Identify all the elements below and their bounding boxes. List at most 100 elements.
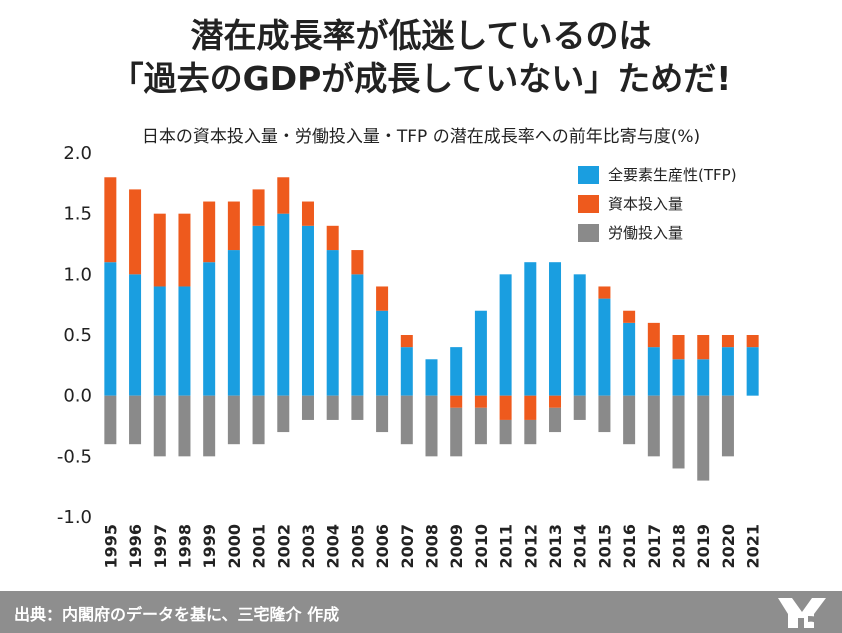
x-tick-label: 2014 bbox=[571, 524, 590, 569]
bar-labor-1995 bbox=[104, 395, 117, 445]
bar-labor-2012 bbox=[524, 419, 537, 445]
bar-labor-2017 bbox=[647, 395, 660, 457]
bar-capital-1996 bbox=[129, 189, 142, 275]
bar-tfp-2012 bbox=[524, 262, 537, 396]
x-tick-label: 2004 bbox=[324, 524, 343, 569]
bar-capital-2003 bbox=[301, 201, 314, 226]
bar-tfp-2014 bbox=[573, 274, 586, 396]
x-tick-label: 2009 bbox=[447, 524, 466, 569]
bar-tfp-2008 bbox=[425, 359, 438, 396]
legend-item-capital: 資本投入量 bbox=[578, 189, 737, 218]
x-tick-label: 2010 bbox=[472, 524, 491, 569]
y-tick-label: -1.0 bbox=[57, 507, 92, 528]
x-tick-label: 1999 bbox=[200, 524, 219, 569]
x-tick-label: 2017 bbox=[645, 524, 664, 569]
x-tick-label: 1997 bbox=[151, 524, 170, 569]
bar-labor-2008 bbox=[425, 395, 438, 457]
y-tick-label: 0.5 bbox=[63, 325, 92, 346]
bar-tfp-2016 bbox=[623, 322, 636, 396]
bar-capital-2012 bbox=[524, 395, 537, 420]
bar-capital-2007 bbox=[400, 335, 413, 348]
bar-labor-2006 bbox=[376, 395, 389, 433]
bar-tfp-2002 bbox=[277, 213, 290, 396]
bar-capital-2020 bbox=[721, 335, 734, 348]
x-tick-label: 2019 bbox=[694, 524, 713, 569]
bar-tfp-2004 bbox=[326, 250, 339, 396]
bar-capital-2017 bbox=[647, 322, 660, 348]
source-credit: 出典：内閣府のデータを基に、三宅隆介 作成 bbox=[14, 605, 340, 624]
bar-labor-2020 bbox=[721, 395, 734, 457]
bar-labor-1998 bbox=[178, 395, 191, 457]
x-tick-label: 2005 bbox=[348, 524, 367, 569]
bar-capital-2009 bbox=[450, 395, 463, 408]
y-axis: 2.0 1.5 1.0 0.5 0.0 -0.5 -1.0 bbox=[57, 143, 92, 528]
bar-tfp-1999 bbox=[203, 262, 216, 396]
y-tick-label: 0.0 bbox=[63, 386, 92, 407]
bar-tfp-1996 bbox=[129, 274, 142, 396]
bar-capital-2011 bbox=[499, 395, 512, 420]
bar-capital-2004 bbox=[326, 225, 339, 251]
x-axis: 1995 1996 1997 1998 1999 2000 2001 2002 2003 2004… bbox=[101, 524, 762, 569]
headline: 潜在成長率が低迷しているのは 「過去のGDPが成長していない」ためだ! bbox=[0, 14, 842, 100]
bar-tfp-2003 bbox=[301, 225, 314, 396]
x-tick-label: 2001 bbox=[250, 524, 269, 569]
x-tick-label: 2002 bbox=[274, 524, 293, 569]
bar-labor-1997 bbox=[153, 395, 166, 457]
author-logo bbox=[778, 598, 826, 628]
x-tick-label: 2021 bbox=[744, 524, 763, 569]
legend-label-tfp: 全要素生産性(TFP) bbox=[608, 166, 737, 184]
legend-label-labor: 労働投入量 bbox=[608, 224, 684, 242]
bar-labor-2011 bbox=[499, 419, 512, 445]
bar-tfp-2006 bbox=[376, 310, 389, 396]
x-tick-label: 2006 bbox=[373, 524, 392, 569]
bar-tfp-2018 bbox=[672, 359, 685, 396]
bar-tfp-1997 bbox=[153, 286, 166, 396]
bar-tfp-2011 bbox=[499, 274, 512, 396]
legend-swatch-capital bbox=[578, 194, 599, 213]
bar-labor-2013 bbox=[549, 407, 562, 433]
bar-tfp-1995 bbox=[104, 262, 117, 396]
x-tick-label: 2020 bbox=[719, 524, 738, 569]
bar-capital-2005 bbox=[351, 250, 364, 275]
bar-labor-2004 bbox=[326, 395, 339, 420]
bar-labor-2015 bbox=[598, 395, 611, 433]
bar-capital-2021 bbox=[746, 335, 759, 348]
bar-tfp-2001 bbox=[252, 225, 265, 396]
x-tick-label: 2015 bbox=[595, 524, 614, 569]
bar-labor-2019 bbox=[697, 395, 710, 481]
y-tick-label: 1.5 bbox=[63, 204, 92, 225]
x-tick-label: 2003 bbox=[299, 524, 318, 569]
bar-tfp-2010 bbox=[474, 310, 487, 396]
legend-swatch-tfp bbox=[578, 165, 599, 184]
y-tick-label: 1.0 bbox=[63, 264, 92, 285]
x-tick-label: 2008 bbox=[423, 524, 442, 569]
bar-tfp-2000 bbox=[227, 250, 240, 396]
headline-line-2: 「過去のGDPが成長していない」ためだ! bbox=[110, 59, 732, 98]
bar-labor-2001 bbox=[252, 395, 265, 445]
x-tick-label: 2011 bbox=[497, 524, 516, 569]
bar-tfp-2021 bbox=[746, 347, 759, 396]
footer-bar: 出典：内閣府のデータを基に、三宅隆介 作成 bbox=[0, 591, 842, 633]
bar-tfp-2009 bbox=[450, 347, 463, 396]
x-tick-label: 2000 bbox=[225, 524, 244, 569]
bar-labor-2016 bbox=[623, 395, 636, 445]
x-tick-label: 2007 bbox=[398, 524, 417, 569]
bar-labor-2005 bbox=[351, 395, 364, 420]
y-tick-label: -0.5 bbox=[57, 446, 92, 467]
bar-labor-1996 bbox=[129, 395, 142, 445]
bar-capital-1999 bbox=[203, 201, 216, 263]
legend: 全要素生産性(TFP) 資本投入量 労働投入量 bbox=[578, 160, 737, 247]
legend-label-capital: 資本投入量 bbox=[608, 195, 684, 213]
bar-labor-2000 bbox=[227, 395, 240, 445]
bar-tfp-2005 bbox=[351, 274, 364, 396]
bar-capital-1998 bbox=[178, 213, 191, 287]
stacked-bar-chart: 2.0 1.5 1.0 0.5 0.0 -0.5 -1.0 1995 1996 1997 1998… bbox=[57, 143, 763, 569]
bar-tfp-2020 bbox=[721, 347, 734, 396]
x-tick-label: 1995 bbox=[101, 524, 120, 569]
x-tick-label: 1996 bbox=[126, 524, 145, 569]
bar-capital-2019 bbox=[697, 335, 710, 360]
bar-labor-2014 bbox=[573, 395, 586, 420]
bar-labor-2010 bbox=[474, 407, 487, 445]
bar-capital-1995 bbox=[104, 177, 117, 263]
x-tick-label: 2018 bbox=[670, 524, 689, 569]
